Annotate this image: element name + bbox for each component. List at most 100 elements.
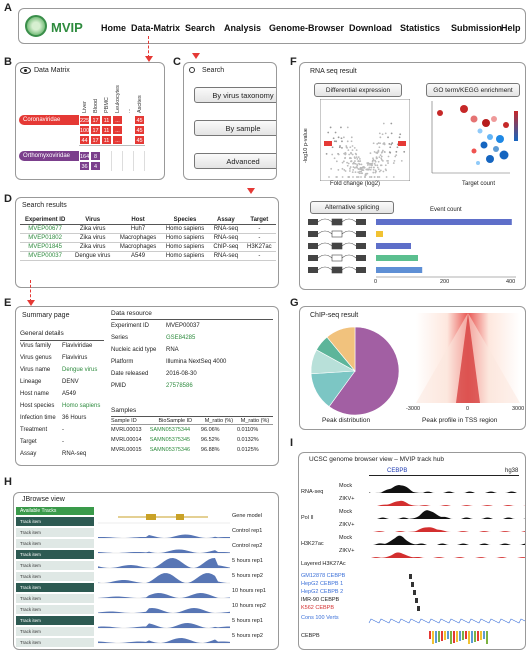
logo-icon[interactable] (25, 15, 47, 37)
detail-link[interactable]: Dengue virus (62, 367, 98, 373)
matrix-cell[interactable]: ... (112, 135, 123, 145)
matrix-cell[interactable]: 45 (134, 135, 145, 145)
family-coronaviridae[interactable]: Coronaviridae (19, 115, 79, 125)
volcano-point (399, 133, 402, 136)
biosample-link[interactable]: SAMN05375346 (149, 447, 191, 453)
col-species[interactable]: Species (160, 216, 210, 225)
nav-data-matrix[interactable]: Data-Matrix (131, 23, 181, 33)
volcano-point (388, 143, 391, 145)
volcano-point (378, 146, 381, 149)
volcano-point (375, 156, 378, 159)
matrix-cell[interactable]: ... (112, 115, 123, 125)
col-m-ratio-2: M_ratio (%) (236, 418, 273, 425)
track-list-item[interactable]: Track item (16, 550, 94, 559)
volcano-point (359, 168, 361, 170)
nav-download[interactable]: Download (349, 23, 392, 33)
matrix-cell[interactable]: 225 (79, 115, 90, 125)
nav-search[interactable]: Search (185, 23, 216, 33)
track-list-item[interactable]: Track item (16, 539, 94, 548)
experiment-id-link[interactable]: MVEP01845 (20, 242, 71, 252)
track-list-item[interactable]: Track item (16, 638, 94, 647)
layered-track-label: Layered H3K27Ac (301, 561, 346, 567)
col-target[interactable]: Target (242, 216, 276, 225)
experiment-id-link[interactable]: MVEP01802 (20, 233, 71, 243)
search-by-virus-taxonomy-button[interactable]: By virus taxonomy (194, 87, 276, 103)
nav-statistics[interactable]: Statistics (400, 23, 441, 33)
volcano-point (368, 162, 371, 165)
differential-expression-button[interactable]: Differential expression (314, 83, 402, 97)
volcano-point (378, 170, 381, 173)
track-list-item[interactable]: Track item (16, 627, 94, 636)
volcano-point (393, 159, 396, 162)
nav-submission[interactable]: Submission (451, 23, 503, 33)
volcano-point (335, 160, 338, 163)
volcano-point (346, 161, 348, 164)
matrix-cell[interactable]: 100 (79, 125, 90, 135)
search-panel: Search By virus taxonomy By sample Advan… (183, 62, 277, 180)
experiment-id-link[interactable]: MVEP00037 (20, 251, 71, 261)
col-experiment-id[interactable]: Experiment ID (20, 216, 71, 225)
alignment-bar (432, 631, 434, 644)
volcano-point (352, 166, 355, 168)
samples-title: Samples (111, 407, 137, 414)
track-list-item[interactable]: Track item (16, 583, 94, 592)
matrix-cell[interactable]: 36 (79, 161, 90, 171)
matrix-cell[interactable]: 17 (90, 125, 101, 135)
matrix-cell[interactable]: 164 (79, 151, 90, 161)
matrix-cell[interactable]: 17 (90, 115, 101, 125)
matrix-cell[interactable]: ... (112, 125, 123, 135)
matrix-cell[interactable]: 11 (101, 115, 112, 125)
matrix-cell[interactable]: 44 (79, 135, 90, 145)
biosample-link[interactable]: SAMN05375345 (149, 437, 191, 443)
track-list-item[interactable]: Track item (16, 594, 94, 603)
nav-help[interactable]: Help (501, 23, 521, 33)
go-kegg-enrichment-button[interactable]: GO term/KEGG enrichment (426, 83, 520, 97)
track-list-item[interactable]: Track item (16, 528, 94, 537)
resource-link[interactable]: GSE84285 (166, 335, 196, 341)
volcano-point (350, 151, 352, 154)
detail-link[interactable]: Homo sapiens (62, 403, 101, 409)
resource-link[interactable]: 27578586 (166, 383, 193, 389)
search-by-sample-button[interactable]: By sample (194, 120, 276, 136)
track-list-item[interactable]: Track item (16, 605, 94, 614)
resource-key: Nucleic acid type (111, 347, 157, 353)
resource-value: 2016-08-30 (166, 371, 197, 377)
available-tracks-header[interactable]: Available Tracks (16, 507, 94, 515)
volcano-point (360, 163, 363, 166)
nav-genome-browser[interactable]: Genome-Browser (269, 23, 345, 33)
volcano-point (363, 166, 365, 168)
matrix-cell[interactable]: 45 (134, 115, 145, 125)
nav-home[interactable]: Home (101, 23, 127, 33)
track-row-label: Mock (339, 509, 353, 515)
logo-text[interactable]: MVIP (51, 20, 83, 35)
volcano-point (355, 149, 358, 152)
col-biosample-id: BioSample ID (149, 418, 201, 425)
track-list-item[interactable]: Track item (16, 517, 94, 526)
conservation-track (368, 618, 525, 624)
volcano-point (394, 155, 397, 158)
matrix-cell[interactable]: 11 (101, 125, 112, 135)
matrix-cell[interactable]: 17 (90, 135, 101, 145)
experiment-id-link[interactable]: MVEP00677 (20, 224, 71, 234)
matrix-cell[interactable]: 8 (90, 151, 101, 161)
track-list-item[interactable]: Track item (16, 616, 94, 625)
sample-id: MVRL00015 (111, 447, 142, 453)
col-m-ratio: M_ratio (%) (200, 418, 237, 425)
exon (356, 267, 366, 273)
col-assay[interactable]: Assay (209, 216, 243, 225)
volcano-point (368, 176, 371, 178)
track-list-item[interactable]: Track item (16, 561, 94, 570)
matrix-cell[interactable]: 45 (134, 125, 145, 135)
matrix-cell[interactable]: 11 (101, 135, 112, 145)
volcano-point (355, 166, 358, 168)
alternative-splicing-button[interactable]: Alternative splicing (310, 201, 394, 214)
divider (20, 340, 104, 341)
track-list-item[interactable]: Track item (16, 572, 94, 581)
nav-analysis[interactable]: Analysis (224, 23, 262, 33)
col-virus[interactable]: Virus (70, 216, 116, 225)
biosample-link[interactable]: SAMN05375344 (149, 427, 191, 433)
col-host[interactable]: Host (115, 216, 161, 225)
matrix-cell[interactable]: 4 (90, 161, 101, 171)
advanced-search-button[interactable]: Advanced (194, 153, 276, 169)
family-orthomyxoviridae[interactable]: Orthomyxoviridae (19, 151, 79, 161)
